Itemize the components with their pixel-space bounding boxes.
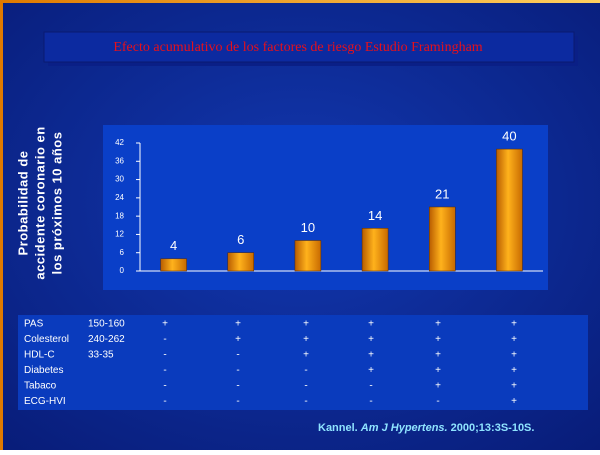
row-sign: + xyxy=(235,319,241,330)
row-sign: + xyxy=(368,334,374,345)
y-tick-label: 36 xyxy=(115,156,124,165)
row-sign: - xyxy=(236,396,239,407)
row-sign: + xyxy=(435,350,441,361)
bar xyxy=(227,252,254,272)
data-label: 40 xyxy=(502,129,516,144)
row-sign: + xyxy=(435,319,441,330)
row-sign: + xyxy=(162,319,168,330)
risk-table: PAS 150-160 + + + + + + Colesterol 240-262 - + + + + + H… xyxy=(24,319,517,408)
y-tick-label: 18 xyxy=(115,211,124,220)
row-sign: + xyxy=(368,365,374,376)
y-axis-label-line: Probabilidad de xyxy=(15,150,30,255)
bar xyxy=(361,228,389,272)
bar xyxy=(496,148,523,272)
data-label: 14 xyxy=(368,208,382,223)
row-range: 150-160 xyxy=(88,319,125,330)
top-border xyxy=(0,0,600,3)
row-sign: - xyxy=(304,365,307,376)
row-sign: + xyxy=(435,365,441,376)
chart-title: Efecto acumulativo de los factores de ri… xyxy=(113,40,482,55)
bar xyxy=(294,240,322,272)
row-sign: + xyxy=(435,381,441,392)
row-sign: - xyxy=(163,365,166,376)
row-sign: + xyxy=(303,319,309,330)
y-tick-label: 12 xyxy=(115,230,124,239)
row-label: Tabaco xyxy=(24,381,57,392)
row-sign: - xyxy=(236,350,239,361)
citation: Kannel. Am J Hypertens. 2000;13:3S-10S. xyxy=(318,422,534,434)
y-tick-label: 30 xyxy=(115,175,124,184)
row-sign: - xyxy=(436,396,439,407)
y-axis-label-line: accidente coronario en xyxy=(32,126,47,279)
row-sign: - xyxy=(163,396,166,407)
row-sign: + xyxy=(368,319,374,330)
bar xyxy=(429,206,456,272)
row-sign: + xyxy=(235,334,241,345)
row-sign: + xyxy=(511,350,517,361)
row-sign: + xyxy=(368,350,374,361)
title-box xyxy=(43,31,575,63)
row-sign: - xyxy=(163,334,166,345)
y-axis-label: Probabilidad de accidente coronario en los… xyxy=(15,126,64,279)
row-sign: + xyxy=(511,319,517,330)
row-sign: + xyxy=(511,334,517,345)
row-label: Diabetes xyxy=(24,365,63,376)
y-axis-label-line: los próximos 10 años xyxy=(49,132,64,275)
row-sign: - xyxy=(163,350,166,361)
y-tick-label: 6 xyxy=(120,248,125,257)
y-tick-label: 42 xyxy=(115,138,124,147)
data-label: 6 xyxy=(237,232,244,247)
row-sign: + xyxy=(511,365,517,376)
row-label: Colesterol xyxy=(24,334,69,345)
row-label: ECG-HVI xyxy=(24,396,66,407)
row-range: 33-35 xyxy=(88,350,114,361)
row-sign: - xyxy=(304,381,307,392)
row-sign: - xyxy=(236,365,239,376)
row-range: 240-262 xyxy=(88,334,125,345)
citation-details: 2000;13:3S-10S. xyxy=(451,422,535,434)
row-sign: + xyxy=(511,381,517,392)
row-sign: - xyxy=(236,381,239,392)
row-sign: - xyxy=(369,396,372,407)
row-label: PAS xyxy=(24,319,44,330)
row-sign: + xyxy=(303,334,309,345)
row-sign: + xyxy=(435,334,441,345)
row-sign: - xyxy=(369,381,372,392)
left-border xyxy=(0,0,3,450)
row-sign: + xyxy=(511,396,517,407)
citation-journal: Am J Hypertens. xyxy=(360,422,448,434)
row-sign: - xyxy=(163,381,166,392)
y-tick-label: 24 xyxy=(115,193,124,202)
data-label: 10 xyxy=(301,220,315,235)
row-sign: + xyxy=(303,350,309,361)
bar xyxy=(160,258,187,272)
row-label: HDL-C xyxy=(24,350,55,361)
table-area xyxy=(18,315,588,410)
data-label: 21 xyxy=(435,186,449,201)
row-sign: - xyxy=(304,396,307,407)
citation-author: Kannel. xyxy=(318,422,358,434)
data-label: 4 xyxy=(170,238,177,253)
y-tick-label: 0 xyxy=(120,266,125,275)
